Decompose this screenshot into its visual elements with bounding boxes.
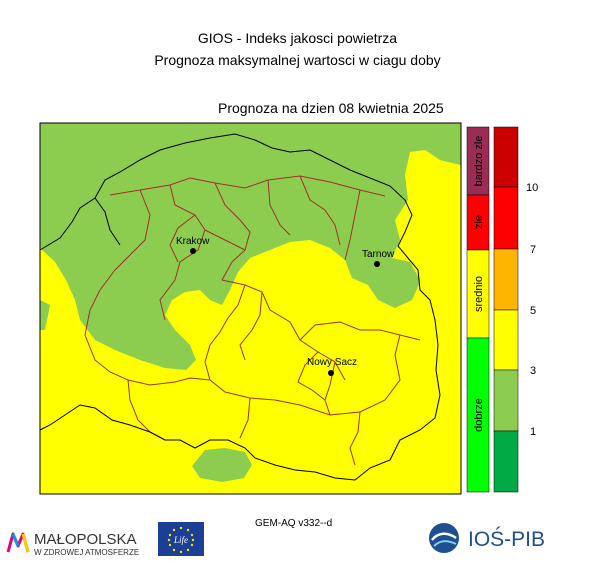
- title-line-1: GIOS - Indeks jakosci powietrza: [197, 30, 398, 46]
- map-green-area-west-strip: [40, 300, 50, 330]
- scale-band-6: [493, 430, 519, 493]
- category-srednio-label: srednio: [473, 276, 485, 312]
- category-zle-label: zle: [473, 215, 485, 229]
- category-bardzo-zle-label: bardzo zle: [473, 136, 485, 187]
- scale-label-10: 10: [526, 182, 538, 194]
- scale-label-1: 1: [530, 426, 536, 438]
- scale-band-1: [493, 126, 519, 188]
- eu-life-logo: Life: [158, 522, 204, 556]
- index-scale-legend: 10 7 5 3 1: [493, 126, 538, 493]
- region-borders: [39, 133, 441, 481]
- svg-text:MAŁOPOLSKA: MAŁOPOLSKA: [34, 531, 137, 548]
- city-label-krakow: Krakow: [176, 236, 210, 247]
- iospib-logo: IOŚ-PIB: [429, 523, 545, 553]
- map-green-area-north: [40, 123, 461, 370]
- city-label-tarnow: Tarnow: [362, 249, 395, 260]
- scale-band-2: [493, 186, 519, 250]
- category-legend: bardzo zle zle srednio dobrze: [466, 126, 490, 493]
- scale-label-3: 3: [530, 365, 536, 377]
- title-line-2: Prognoza maksymalnej wartosci w ciagu do…: [154, 52, 441, 68]
- scale-band-3: [493, 248, 519, 311]
- district-borders: [84, 175, 421, 466]
- nowy-sacz-marker: [328, 370, 334, 376]
- svg-text:IOŚ-PIB: IOŚ-PIB: [468, 527, 545, 551]
- map-green-area-east: [374, 260, 420, 306]
- forecast-date: Prognoza na dzien 08 kwietnia 2025: [218, 100, 444, 116]
- scale-band-5: [493, 369, 519, 432]
- svg-text:W ZDROWEJ ATMOSFERZE: W ZDROWEJ ATMOSFERZE: [34, 548, 139, 557]
- scale-label-7: 7: [530, 244, 536, 256]
- scale-band-4: [493, 309, 519, 371]
- category-dobrze-swatch: [466, 337, 490, 493]
- model-label: GEM-AQ v332--d: [255, 518, 333, 529]
- city-label-nowy-sacz: Nowy Sacz: [307, 357, 357, 368]
- tarnow-marker: [374, 261, 380, 267]
- malopolska-logo: MAŁOPOLSKA W ZDROWEJ ATMOSFERZE: [6, 531, 139, 557]
- category-dobrze-label: dobrze: [473, 398, 485, 432]
- krakow-marker: [190, 248, 196, 254]
- svg-text:Life: Life: [173, 535, 188, 545]
- map-green-area-ne-corner: [411, 123, 461, 165]
- map-green-area-south: [192, 448, 252, 482]
- scale-label-5: 5: [530, 305, 536, 317]
- map-frame: [39, 122, 462, 495]
